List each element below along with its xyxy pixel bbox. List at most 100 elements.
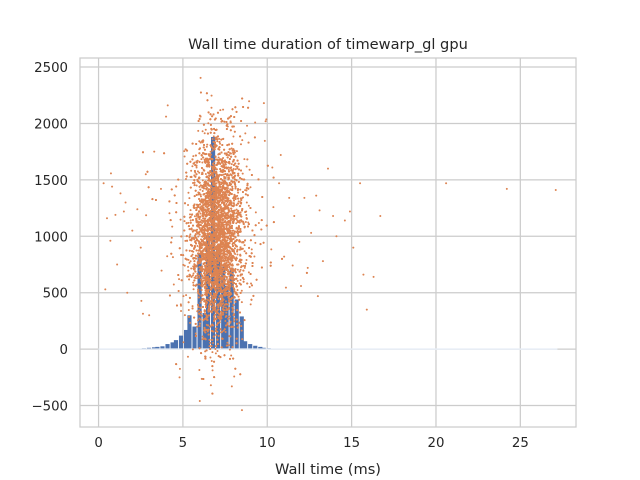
scatter-point: [180, 219, 182, 221]
scatter-point: [225, 312, 227, 314]
scatter-point: [182, 264, 184, 266]
scatter-point: [191, 165, 193, 167]
scatter-point: [197, 130, 199, 132]
scatter-point: [182, 341, 184, 343]
scatter-point: [226, 254, 228, 256]
scatter-point: [248, 271, 250, 273]
scatter-point: [190, 170, 192, 172]
scatter-point: [237, 166, 239, 168]
scatter-point: [230, 354, 232, 356]
scatter-point: [240, 269, 242, 271]
scatter-point: [196, 167, 198, 169]
scatter-point: [241, 290, 243, 292]
scatter-point: [236, 254, 238, 256]
scatter-point: [212, 324, 214, 326]
scatter-point: [206, 146, 208, 148]
scatter-point: [208, 284, 210, 286]
scatter-point: [188, 309, 190, 311]
scatter-point: [231, 163, 233, 165]
scatter-point: [224, 275, 226, 277]
scatter-point: [244, 250, 246, 252]
scatter-point: [270, 248, 272, 250]
scatter-point: [195, 332, 197, 334]
scatter-point: [201, 161, 203, 163]
scatter-point: [142, 313, 144, 315]
scatter-point: [222, 311, 224, 313]
scatter-point: [215, 334, 217, 336]
scatter-point: [232, 136, 234, 138]
scatter-point: [196, 184, 198, 186]
grid-layer: [80, 58, 576, 427]
scatter-point: [218, 157, 220, 159]
scatter-point: [189, 213, 191, 215]
scatter-point: [246, 165, 248, 167]
histogram-bar: [248, 344, 252, 349]
scatter-point: [171, 226, 173, 228]
scatter-point: [226, 239, 228, 241]
scatter-point: [255, 211, 257, 213]
scatter-point: [187, 270, 189, 272]
scatter-point: [216, 350, 218, 352]
scatter-point: [207, 249, 209, 251]
scatter-point: [229, 234, 231, 236]
scatter-point: [212, 342, 214, 344]
scatter-point: [184, 156, 186, 158]
scatter-point: [245, 221, 247, 223]
scatter-point: [233, 252, 235, 254]
scatter-point: [250, 283, 252, 285]
scatter-point: [210, 170, 212, 172]
scatter-point: [224, 320, 226, 322]
scatter-point: [228, 278, 230, 280]
scatter-point: [199, 277, 201, 279]
scatter-point: [228, 344, 230, 346]
scatter-point: [241, 330, 243, 332]
scatter-point: [200, 311, 202, 313]
scatter-point: [215, 352, 217, 354]
scatter-point: [190, 268, 192, 270]
scatter-point: [239, 189, 241, 191]
scatter-point: [187, 356, 189, 358]
scatter-point: [211, 360, 213, 362]
scatter-point: [188, 197, 190, 199]
scatter-point: [191, 214, 193, 216]
scatter-point: [207, 122, 209, 124]
scatter-point: [187, 266, 189, 268]
scatter-point: [190, 209, 192, 211]
scatter-point: [249, 186, 251, 188]
scatter-point: [192, 282, 194, 284]
scatter-point: [182, 295, 184, 297]
scatter-point: [219, 143, 221, 145]
scatter-point: [238, 200, 240, 202]
scatter-point: [197, 245, 199, 247]
scatter-point: [237, 192, 239, 194]
scatter-point: [197, 160, 199, 162]
scatter-point: [206, 298, 208, 300]
scatter-point: [205, 173, 207, 175]
scatter-point: [205, 129, 207, 131]
scatter-point: [225, 331, 227, 333]
scatter-point: [237, 203, 239, 205]
scatter-point: [198, 283, 200, 285]
scatter-point: [110, 172, 112, 174]
scatter-point: [251, 248, 253, 250]
scatter-point: [240, 279, 242, 281]
scatter-point: [189, 322, 191, 324]
scatter-point: [212, 369, 214, 371]
histogram-bar: [165, 344, 169, 349]
scatter-point: [241, 338, 243, 340]
scatter-point: [198, 318, 200, 320]
scatter-point: [197, 170, 199, 172]
scatter-point: [184, 314, 186, 316]
scatter-point: [185, 294, 187, 296]
histogram-bar: [187, 315, 191, 349]
scatter-point: [212, 138, 214, 140]
scatter-point: [241, 139, 243, 141]
scatter-point: [200, 195, 202, 197]
scatter-point: [197, 319, 199, 321]
scatter-point: [254, 121, 256, 123]
scatter-point: [200, 77, 202, 79]
scatter-point: [192, 155, 194, 157]
scatter-point: [198, 369, 200, 371]
scatter-point: [194, 277, 196, 279]
